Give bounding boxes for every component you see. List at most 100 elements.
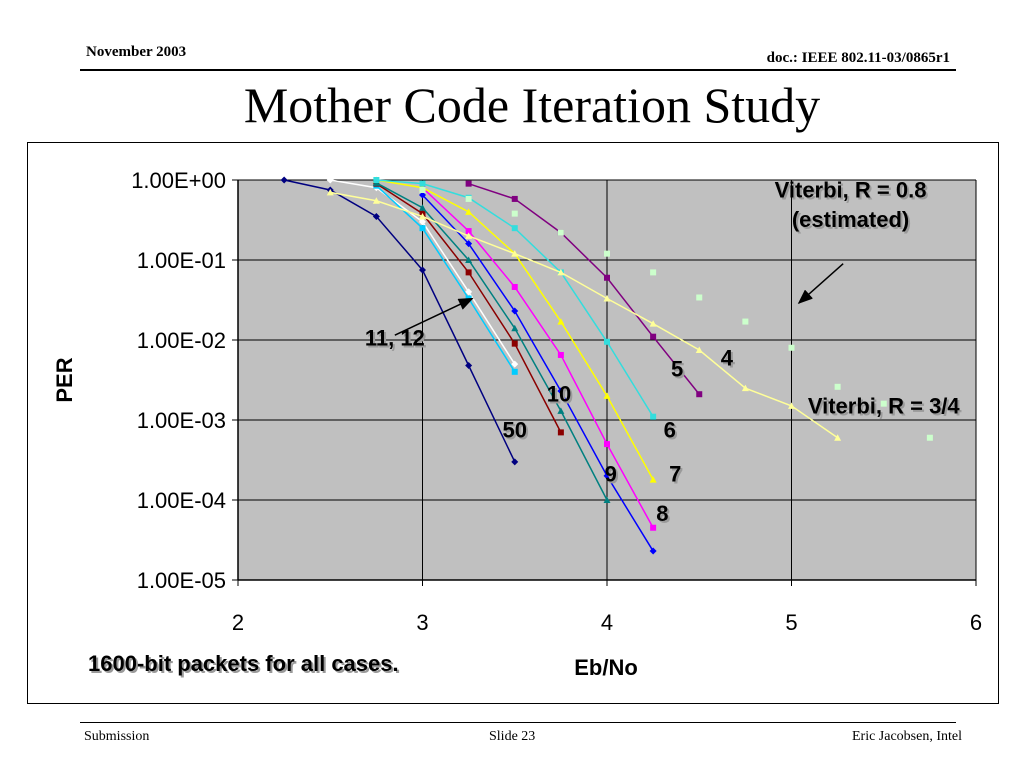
annotation-shadow: (estimated): [794, 209, 911, 234]
footer-slide-number: Slide 23: [489, 729, 536, 744]
data-point: [419, 186, 426, 193]
y-tick-label: 1.00E-04: [137, 488, 226, 513]
data-point: [511, 225, 518, 232]
data-point: [465, 240, 473, 248]
annotation-shadow: 10: [549, 384, 573, 409]
annotation-label: 6: [664, 418, 676, 443]
data-point: [511, 195, 518, 202]
data-point: [741, 384, 749, 392]
y-tick-label: 1.00E-03: [137, 408, 226, 433]
data-point: [465, 288, 473, 296]
data-point: [419, 191, 426, 199]
data-point: [603, 392, 611, 399]
data-point: [511, 324, 519, 332]
x-tick-label: 2: [232, 610, 244, 635]
data-point: [511, 250, 519, 257]
footer-submission: Submission: [84, 729, 150, 744]
data-point: [649, 320, 657, 327]
data-point: [511, 210, 518, 217]
data-point: [373, 177, 380, 183]
data-point: [557, 318, 565, 325]
data-point: [603, 496, 611, 503]
data-point: [695, 346, 703, 353]
data-point: [511, 458, 519, 466]
annotation-shadow: 4: [723, 348, 736, 373]
data-point: [834, 434, 842, 441]
annotation-shadow: 7: [671, 464, 683, 489]
annotation-shadow: Viterbi, R = 0.8: [777, 180, 929, 205]
series-line: [376, 182, 608, 501]
data-point: [280, 176, 288, 184]
data-point: [696, 391, 703, 398]
data-point: [649, 476, 657, 483]
series-group: [419, 186, 933, 441]
footer-author: Eric Jacobsen, Intel: [851, 729, 962, 744]
annotation-label: 11, 12: [365, 326, 425, 351]
data-point: [419, 180, 426, 187]
data-point: [742, 318, 749, 325]
data-point: [557, 429, 564, 436]
data-point: [511, 360, 519, 368]
data-point: [326, 188, 334, 196]
series-line: [421, 187, 654, 529]
data-point: [419, 218, 426, 226]
series-line: [283, 179, 516, 463]
header-doc-id: doc.: IEEE 802.11-03/0865r1: [766, 50, 950, 66]
annotation-shadow: 11, 12: [367, 328, 427, 353]
data-point: [650, 413, 657, 420]
data-point: [511, 340, 518, 347]
annotation-shadow: Viterbi, R = 3/4: [810, 396, 963, 421]
annotation-shadow: 8: [658, 503, 670, 528]
data-point: [604, 274, 610, 281]
series-line: [330, 191, 839, 439]
data-point: [604, 338, 610, 345]
annotation-label: 50: [503, 418, 527, 443]
data-point: [557, 351, 564, 358]
data-point: [649, 547, 657, 555]
data-point: [465, 208, 473, 215]
packet-size-note: 1600-bit packets for all cases.: [88, 651, 399, 676]
data-point: [557, 229, 564, 236]
y-tick-label: 1.00E+00: [131, 168, 226, 193]
series-line: [375, 185, 516, 373]
data-point: [696, 294, 703, 301]
y-tick-label: 1.00E-05: [137, 568, 226, 593]
header-date: November 2003: [86, 44, 187, 60]
footer-divider: [80, 722, 956, 723]
data-point: [788, 344, 795, 351]
annotation-shadow: 5: [673, 358, 685, 383]
data-point: [650, 524, 657, 531]
data-point: [465, 228, 472, 235]
data-point: [465, 256, 473, 263]
data-point: [419, 212, 426, 220]
x-tick-label: 5: [785, 610, 797, 635]
data-point: [511, 283, 518, 290]
y-axis-label: PER: [52, 357, 77, 402]
series-group: [326, 188, 842, 441]
annotation-label: 8: [656, 501, 668, 526]
note-shadow: 1600-bit packets for all cases.: [90, 653, 401, 678]
header-divider: [80, 69, 956, 71]
y-tick-label: 1.00E-01: [137, 248, 226, 273]
annotation-label: Viterbi, R = 0.8: [775, 178, 927, 203]
data-point: [465, 180, 472, 187]
y-tick-label: 1.00E-02: [137, 328, 226, 353]
x-tick-label: 6: [970, 610, 982, 635]
annotation-label: 5: [671, 356, 683, 381]
data-point: [557, 268, 565, 276]
data-point: [604, 441, 610, 448]
data-point: [372, 197, 380, 204]
series-group: [372, 179, 611, 503]
x-tick-label: 4: [601, 610, 613, 635]
data-point: [557, 387, 565, 395]
series-line: [468, 182, 700, 395]
data-point: [326, 176, 334, 184]
annotation-label: Viterbi, R = 3/4: [808, 394, 961, 419]
data-point: [650, 269, 657, 276]
annotation-shadow: 9: [607, 464, 619, 489]
x-tick-label: 3: [416, 610, 428, 635]
data-point: [511, 368, 518, 375]
data-point: [834, 383, 841, 390]
data-point: [465, 362, 473, 370]
